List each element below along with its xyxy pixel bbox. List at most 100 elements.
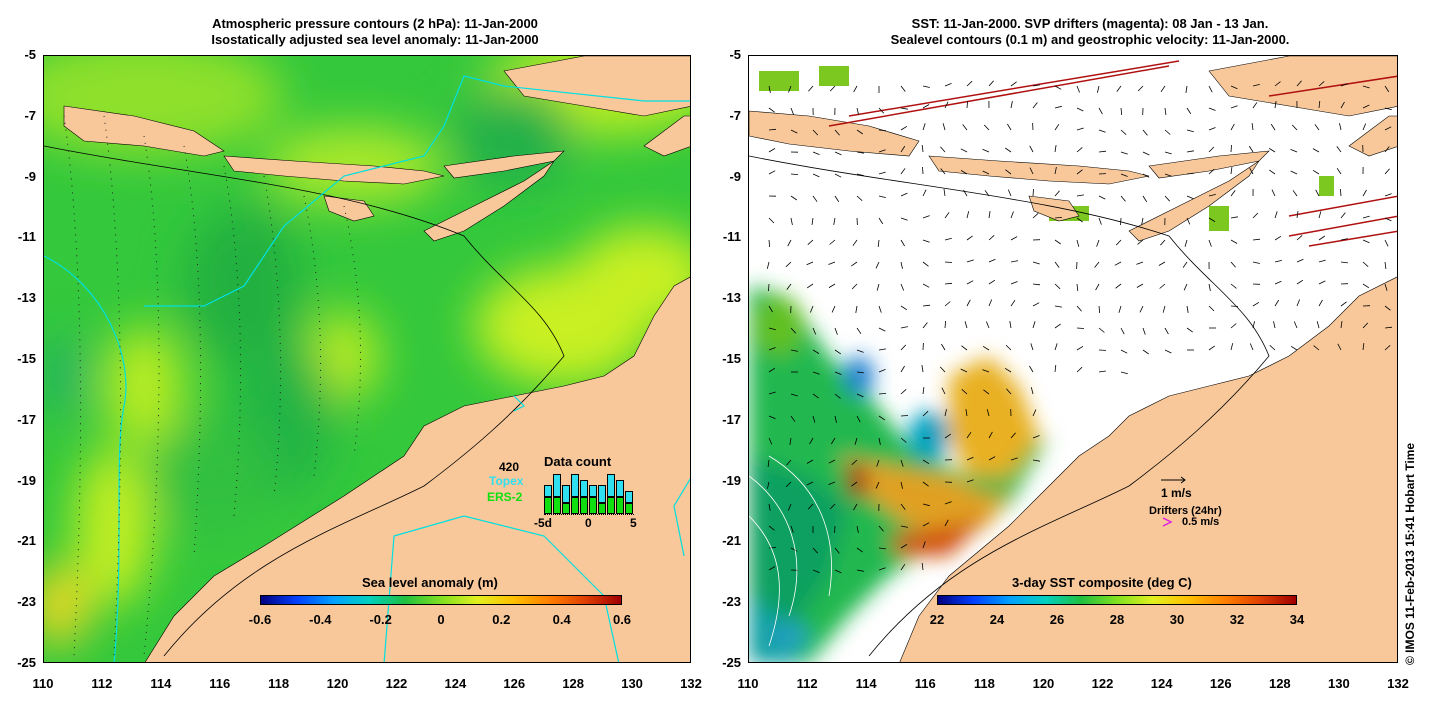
left-x-tick-label: 132: [680, 676, 702, 691]
left-map[interactable]: 420 Data count Topex ERS-2 -5d 0 5 Sea l…: [43, 55, 691, 663]
velocity-vector: [1274, 211, 1278, 219]
velocity-vector: [833, 217, 836, 225]
velocity-vector: [856, 327, 862, 335]
velocity-vector: [768, 327, 776, 331]
velocity-vector: [1384, 168, 1390, 175]
velocity-vector: [1384, 239, 1389, 247]
velocity-vector: [1076, 127, 1084, 131]
velocity-vector: [1274, 235, 1282, 241]
velocity-vector: [988, 279, 996, 285]
velocity-vector: [812, 569, 820, 573]
velocity-vector: [960, 170, 968, 175]
velocity-vector: [768, 347, 776, 351]
velocity-vector: [828, 459, 836, 464]
velocity-vector: [812, 547, 818, 554]
velocity-vector: [982, 170, 990, 175]
velocity-vector: [856, 107, 859, 115]
velocity-vector: [1164, 151, 1172, 155]
velocity-vector: [1029, 167, 1034, 175]
velocity-vector: [878, 393, 887, 395]
velocity-vector: [1076, 194, 1084, 197]
velocity-vector: [966, 100, 968, 109]
velocity-vector: [768, 283, 770, 292]
velocity-vector: [1054, 190, 1060, 197]
velocity-vector: [1076, 305, 1082, 312]
velocity-vector: [1076, 239, 1080, 247]
data-count-bar-topex: [571, 473, 579, 497]
left-y-tick-label: -15: [17, 351, 36, 366]
land-bali-lombok-right: [928, 155, 1150, 185]
velocity-vector: [900, 145, 906, 153]
velocity-vector: [812, 371, 820, 375]
velocity-vector: [900, 544, 908, 549]
velocity-vector: [1076, 217, 1083, 223]
left-x-tick-label: 116: [209, 676, 231, 691]
velocity-vector: [1274, 280, 1282, 285]
velocity-vector: [768, 148, 776, 153]
velocity-vector: [1316, 321, 1320, 329]
velocity-vector: [1230, 261, 1236, 268]
left-x-tick-label: 130: [621, 676, 643, 691]
velocity-vector: [1005, 169, 1012, 175]
data-count-xlabel-mid: 0: [585, 516, 592, 530]
data-count-bar-topex: [553, 473, 561, 497]
velocity-vector: [922, 85, 930, 88]
velocity-vector: [809, 437, 814, 445]
velocity-vector: [966, 456, 974, 461]
velocity-vector: [785, 481, 792, 488]
velocity-vector: [922, 261, 929, 267]
velocity-vector: [1164, 195, 1170, 202]
velocity-vector: [1160, 85, 1166, 93]
velocity-vector: [1032, 321, 1036, 329]
velocity-vector: [1076, 327, 1085, 329]
velocity-vector: [812, 129, 819, 136]
left-map-canvas: [44, 56, 690, 662]
velocity-vector: [943, 189, 946, 197]
velocity-vector: [966, 431, 972, 439]
velocity-vector: [1340, 238, 1348, 241]
velocity-vector: [829, 85, 836, 92]
left-colorbar-label: 0: [437, 612, 445, 627]
velocity-vector: [1296, 258, 1304, 263]
velocity-vector: [1269, 345, 1276, 351]
left-y-tick-label: -25: [17, 655, 36, 670]
velocity-vector: [790, 195, 798, 201]
velocity-vector: [1186, 150, 1194, 153]
velocity-vector: [875, 261, 880, 269]
velocity-vector: [1384, 326, 1393, 329]
velocity-vector: [1054, 305, 1062, 308]
velocity-vector: [1340, 301, 1347, 307]
velocity-vector: [1249, 343, 1254, 351]
velocity-vector: [1010, 236, 1018, 241]
velocity-vector: [768, 503, 771, 511]
land-bali-lombok: [223, 155, 445, 185]
left-x-tick-label: 128: [562, 676, 585, 691]
velocity-vector: [853, 85, 858, 93]
velocity-vector: [944, 212, 950, 219]
velocity-vector: [1032, 283, 1041, 286]
velocity-vector: [1318, 81, 1325, 87]
velocity-vector: [1120, 327, 1125, 335]
data-count-bar-topex: [589, 485, 597, 497]
velocity-vector: [961, 345, 968, 351]
velocity-vector: [1186, 107, 1192, 115]
right-x-tick-label: 120: [1032, 676, 1055, 691]
velocity-vector: [1010, 260, 1018, 263]
velocity-vector: [876, 459, 880, 467]
velocity-vector: [856, 393, 864, 398]
velocity-vector: [828, 283, 836, 288]
velocity-vector: [1054, 217, 1063, 219]
land-east-right: [1348, 115, 1397, 157]
velocity-vector: [1164, 129, 1171, 135]
velocity-vector: [1362, 283, 1370, 289]
velocity-vector: [878, 305, 882, 313]
velocity-vector: [1208, 283, 1211, 291]
left-colorbar: [260, 595, 622, 605]
velocity-vector: [988, 258, 996, 263]
data-count-bar-ers: [562, 502, 570, 514]
velocity-vector: [808, 503, 814, 510]
left-x-tick-label: 118: [268, 676, 290, 691]
right-map[interactable]: 1 m/s Drifters (24hr) 0.5 m/s 3-day SST …: [748, 55, 1398, 663]
velocity-vector: [944, 501, 952, 505]
left-y-tick-label: -13: [17, 290, 36, 306]
